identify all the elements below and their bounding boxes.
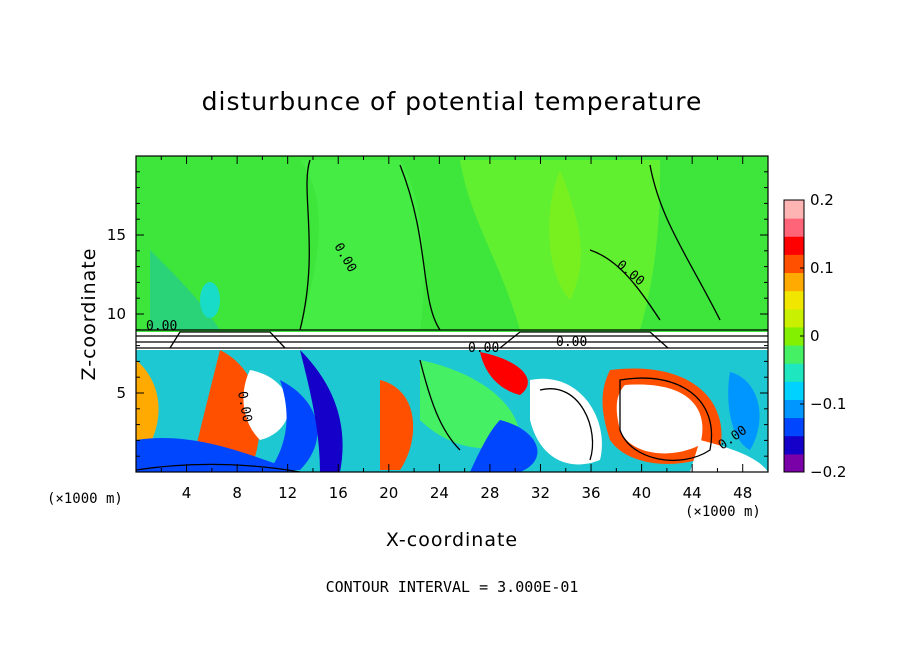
lower-white-2 <box>530 378 602 465</box>
lower-layer-field <box>136 350 768 472</box>
x-axis: 4 8 12 16 20 24 28 32 36 40 44 48 <box>160 156 752 502</box>
lower-white-1 <box>243 370 289 440</box>
lower-warm-2 <box>380 380 414 470</box>
colorbar-tick-label: 0.2 <box>810 191 834 209</box>
lower-cool-2 <box>300 350 343 472</box>
x-tick-label: 8 <box>232 484 242 502</box>
x-unit-label: (×1000 m) <box>685 504 761 520</box>
contour-upper-3 <box>649 164 721 321</box>
colorbar-segment <box>784 363 804 382</box>
contour-lower-2 <box>539 388 594 461</box>
lower-white-3 <box>616 384 703 454</box>
contour-upper-4 <box>589 249 661 321</box>
x-tick-label: 48 <box>733 484 752 502</box>
upper-plume-1 <box>300 160 424 330</box>
colorbar-ticks: −0.2 −0.1 0 0.1 0.2 <box>800 191 846 481</box>
x-tick-label: 4 <box>182 484 192 502</box>
chart-title: disturbunce of potential temperature <box>202 87 703 116</box>
lower-cool-3 <box>470 420 538 472</box>
upper-cool-spot <box>200 282 220 318</box>
contour-lines <box>136 159 768 472</box>
colorbar-segment <box>784 381 804 400</box>
y-tick-label: 5 <box>116 384 126 402</box>
y-axis-title: Z-coordinate <box>78 248 100 381</box>
contour-label: 0.00 <box>468 341 499 356</box>
colorbar-segment <box>784 290 804 310</box>
x-axis-title: X-coordinate <box>386 529 518 551</box>
contour-upper-1 <box>299 159 311 331</box>
x-tick-label: 44 <box>683 484 702 502</box>
contour-lower-1 <box>619 377 713 462</box>
y-axis: 5 10 15 <box>107 171 768 457</box>
colorbar-segment <box>784 417 804 437</box>
upper-warm-patch <box>549 170 581 300</box>
contour-label: 0.00 <box>556 335 587 350</box>
colorbar-segment <box>784 200 804 219</box>
contour-upper-2 <box>399 164 441 331</box>
colorbar-segment <box>784 345 804 364</box>
contour-interval-note: CONTOUR INTERVAL = 3.000E-01 <box>326 578 579 596</box>
lower-cool-1 <box>270 380 318 470</box>
x-tick-label: 20 <box>379 484 398 502</box>
colorbar-segments <box>784 200 804 473</box>
y-tick-label: 10 <box>107 305 126 323</box>
contour-label: 0.00 <box>146 319 177 334</box>
colorbar-segment <box>784 308 804 328</box>
x-tick-label: 24 <box>430 484 449 502</box>
lower-cool-4 <box>728 372 760 450</box>
colorbar: −0.2 −0.1 0 0.1 0.2 <box>783 191 846 481</box>
contour-label: 0.00 <box>234 390 254 423</box>
x-tick-label: 40 <box>632 484 651 502</box>
contour-lower-3 <box>419 359 461 451</box>
colorbar-segment <box>784 453 804 473</box>
x-tick-label: 16 <box>329 484 348 502</box>
colorbar-segment <box>784 254 804 274</box>
colorbar-segment <box>784 236 804 255</box>
x-tick-label: 36 <box>581 484 600 502</box>
colorbar-segment <box>784 326 804 346</box>
colorbar-segment <box>784 272 804 292</box>
colorbar-tick-label: −0.2 <box>810 463 846 481</box>
colorbar-segment <box>784 435 804 455</box>
plot-area: 0.00 0.00 0.00 0.00 0.00 0.00 0.00 <box>136 156 768 472</box>
x-tick-label: 28 <box>480 484 499 502</box>
lower-warm-1 <box>190 350 260 472</box>
contour-bump-1 <box>169 331 286 349</box>
contour-bump-2 <box>499 331 669 349</box>
y-tick-label: 15 <box>107 226 126 244</box>
lower-warm-3 <box>480 352 528 395</box>
inversion-band <box>136 332 768 350</box>
upper-layer-field <box>136 156 768 332</box>
lower-white-4 <box>690 440 768 472</box>
colorbar-tick-label: 0.1 <box>810 259 834 277</box>
colorbar-segment <box>784 399 804 419</box>
x-tick-label: 12 <box>278 484 297 502</box>
colorbar-tick-label: −0.1 <box>810 395 846 413</box>
y-unit-label: (×1000 m) <box>47 491 123 507</box>
upper-layer-base <box>136 156 768 332</box>
colorbar-segment <box>784 218 804 237</box>
x-tick-label: 32 <box>531 484 550 502</box>
lower-cool-5 <box>136 437 300 472</box>
band-white <box>136 332 768 350</box>
colorbar-tick-label: 0 <box>810 327 820 345</box>
contour-lower-4 <box>136 463 301 472</box>
